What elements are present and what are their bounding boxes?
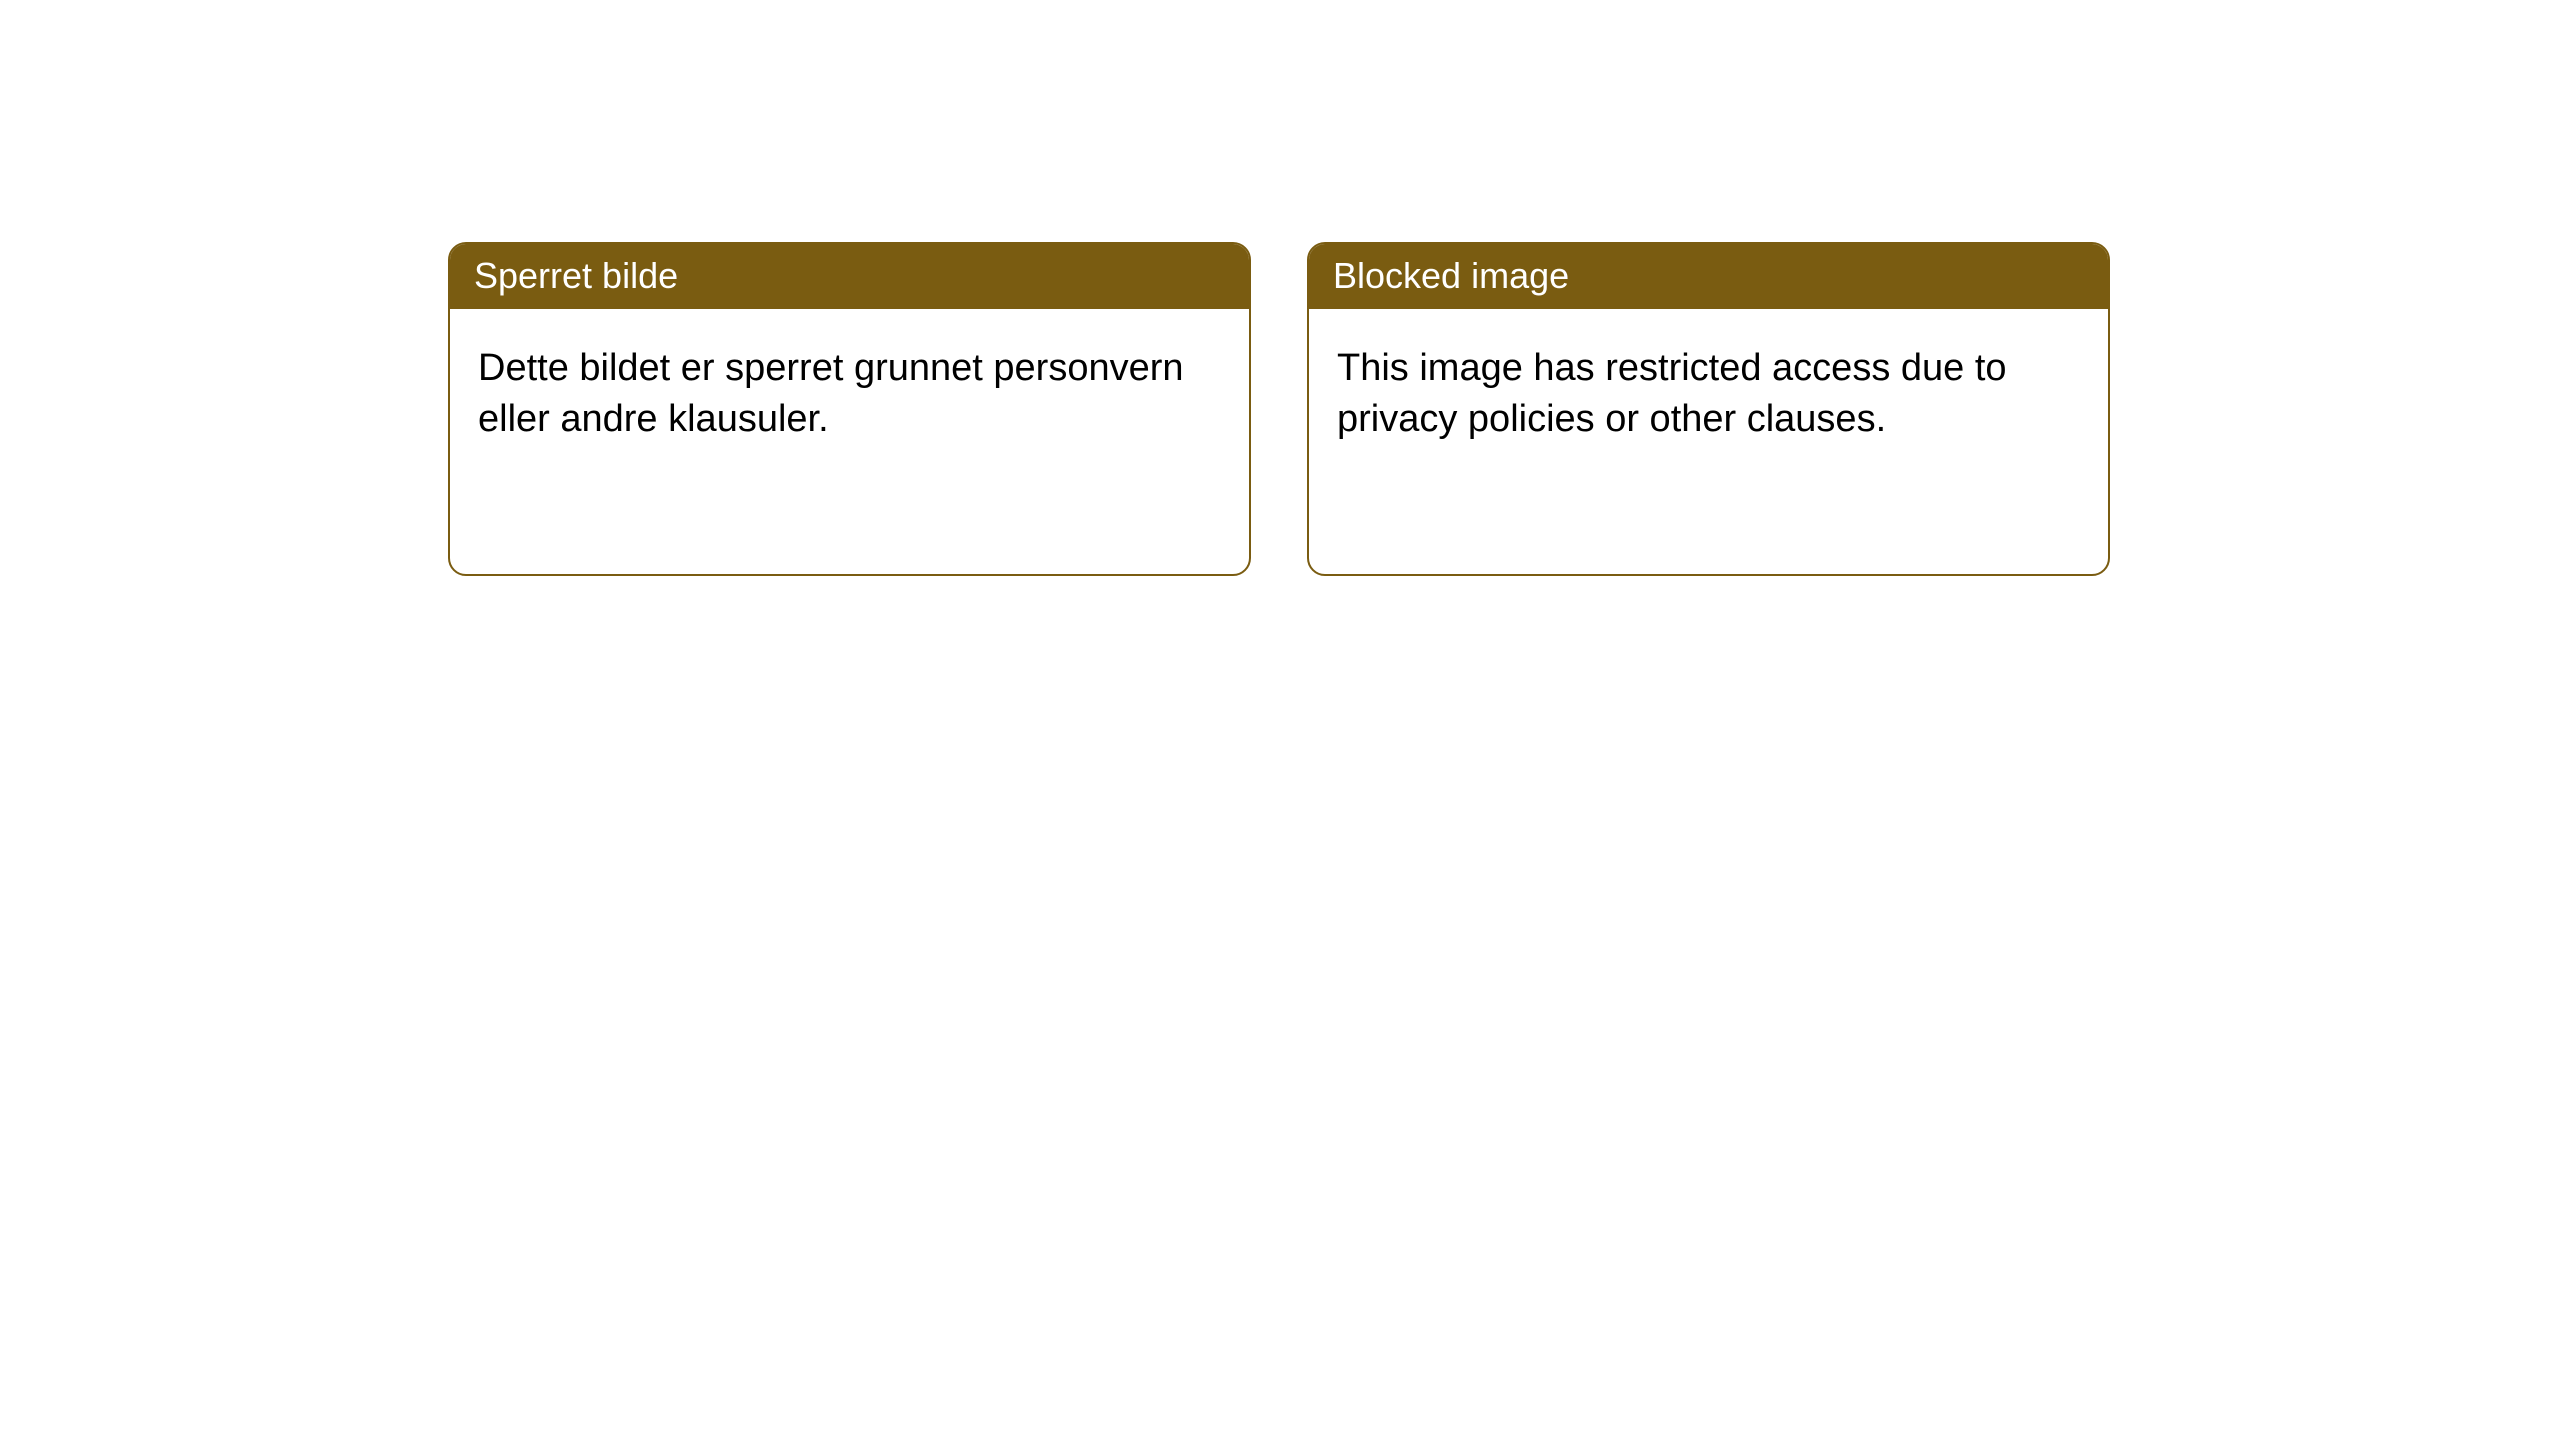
notice-card-title: Blocked image [1309,244,2108,309]
notice-card-en: Blocked image This image has restricted … [1307,242,2110,576]
notice-card-no: Sperret bilde Dette bildet er sperret gr… [448,242,1251,576]
notice-container: Sperret bilde Dette bildet er sperret gr… [0,0,2560,576]
notice-card-title: Sperret bilde [450,244,1249,309]
notice-card-body: This image has restricted access due to … [1309,309,2108,480]
notice-card-body: Dette bildet er sperret grunnet personve… [450,309,1249,480]
